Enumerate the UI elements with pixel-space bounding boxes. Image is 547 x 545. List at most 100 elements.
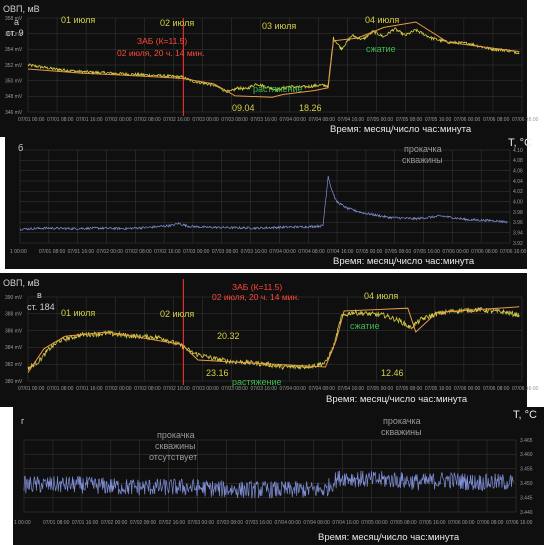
x-tick-label: 07/05 16:00	[425, 117, 452, 123]
panel-c-day-label-3: 04 июля	[364, 291, 398, 301]
y-tick-label: 380 mV	[5, 379, 23, 385]
x-tick-label: 1 00:00	[10, 249, 27, 255]
panel-c-station: ст. 184	[27, 302, 55, 312]
panel-a-grid: 358 mV 356 mV 354 mV 352 mV 350 mV 348 mV 346 …	[5, 16, 539, 123]
panel-c-letter: в	[37, 290, 42, 300]
x-tick-label: 07/05 08:00	[396, 117, 423, 123]
x-tick-label: 07/02 00:00	[101, 520, 128, 526]
panel-a-day-label-2: 02 июля	[160, 18, 194, 28]
panel-d-annotation-absent-2: скважины	[155, 441, 196, 451]
y-tick-label: 3.440	[520, 510, 533, 516]
x-tick-label: 07/04 08:00	[309, 386, 336, 392]
panel-c-annotation-1246: 12.46	[381, 368, 404, 378]
data-series-line	[23, 470, 514, 499]
panel-a-annotation-stretch: растяжение	[253, 84, 303, 94]
panel-c-annotation-compress: сжатие	[350, 321, 380, 331]
x-tick-label: 07/06 00:00	[442, 249, 469, 255]
x-tick-label: 07/04 00:00	[269, 249, 296, 255]
panel-d-grid: 3.465 3.460 3.455 3.450 3.445 3.440 1 00:00 07/…	[14, 438, 533, 526]
x-tick-label: 07/02 00:00	[96, 249, 123, 255]
panel-d-xlabel: Время: месяц/число час:минута	[318, 532, 460, 543]
x-tick-label: 07/03 00:00	[188, 520, 215, 526]
x-tick-label: 07/04 08:00	[309, 117, 336, 123]
y-tick-label: 382 mV	[5, 362, 23, 368]
x-tick-label: 07/04 00:00	[274, 520, 301, 526]
x-tick-label: 07/02 16:00	[163, 386, 190, 392]
x-tick-label: 07/01 16:00	[76, 386, 103, 392]
x-tick-label: 07/04 16:00	[338, 117, 365, 123]
y-tick-label: 3.455	[520, 467, 533, 473]
panel-d-annotation-absent-3: отсутствует	[149, 452, 197, 462]
panel-a-day-label-3: 03 июля	[262, 21, 296, 31]
y-tick-label: 348 mV	[5, 94, 23, 100]
x-tick-label: 07/04 16:00	[327, 249, 354, 255]
panel-a-day-label-1: 01 июля	[61, 15, 95, 25]
y-tick-label: 4.08	[513, 158, 523, 164]
panel-d-annotation-pump-2: скважины	[381, 427, 422, 437]
x-tick-label: 07/04 08:00	[303, 520, 330, 526]
y-tick-label: 346 mV	[5, 110, 23, 116]
x-tick-label: 07/03 00:00	[192, 386, 219, 392]
x-tick-label: 07/01 08:00	[47, 117, 74, 123]
y-tick-label: 356 mV	[5, 31, 23, 37]
x-tick-label: 07/05 00:00	[367, 386, 394, 392]
y-tick-label: 3.94	[513, 230, 523, 236]
y-tick-label: 4.04	[513, 179, 523, 185]
y-tick-label: 3.445	[520, 495, 533, 501]
y-tick-label: 358 mV	[5, 16, 23, 22]
x-tick-label: 07/05 00:00	[367, 117, 394, 123]
x-tick-label: 07/04 16:00	[332, 520, 359, 526]
y-tick-label: 350 mV	[5, 78, 23, 84]
x-tick-label: 07/03 08:00	[221, 117, 248, 123]
x-tick-label: 07/06 16:00	[506, 520, 533, 526]
envelope-line	[27, 306, 520, 373]
panel-a-xlabel: Время: месяц/число час:минута	[330, 124, 472, 135]
panel-a-annotation-compress: сжатие	[366, 44, 396, 54]
panel-b-xlabel: Время: месяц/число час:минута	[333, 256, 475, 267]
x-tick-label: 07/05 08:00	[396, 386, 423, 392]
y-tick-label: 3.92	[513, 241, 523, 247]
x-tick-label: 07/02 16:00	[159, 520, 186, 526]
panel-c-event-label: ЗАБ (К=11.5)	[232, 282, 282, 292]
panel-b-annotation-line2: скважины	[402, 155, 443, 165]
panel-c-annotation-2316: 23.16	[206, 368, 229, 378]
panel-a-letter: а	[14, 17, 19, 27]
x-tick-label: 07/06 00:00	[448, 520, 475, 526]
x-tick-label: 07/03 16:00	[250, 386, 277, 392]
x-tick-label: 07/03 00:00	[192, 117, 219, 123]
x-tick-label: 07/05 16:00	[419, 520, 446, 526]
panel-b-grid: 4.10 4.08 4.06 4.04 4.02 4.00 3.98 3.96 3.94 3.92…	[10, 148, 527, 255]
x-tick-label: 07/01 00:00	[18, 386, 45, 392]
x-tick-label: 07/06 00:00	[454, 386, 481, 392]
x-tick-label: 07/04 16:00	[338, 386, 365, 392]
y-tick-label: 4.00	[513, 199, 523, 205]
x-tick-label: 07/01 16:00	[76, 117, 103, 123]
y-tick-label: 352 mV	[5, 63, 23, 69]
panel-b: 4.10 4.08 4.06 4.04 4.02 4.00 3.98 3.96 3.94 3.92…	[10, 137, 532, 267]
y-tick-label: 384 mV	[5, 345, 23, 351]
panel-a: 358 mV 356 mV 354 mV 352 mV 350 mV 348 mV 346 …	[3, 4, 539, 135]
envelope-line	[27, 21, 520, 98]
x-tick-label: 07/06 08:00	[483, 117, 510, 123]
x-tick-label: 07/03 00:00	[183, 249, 210, 255]
x-tick-label: 07/01 08:00	[43, 520, 70, 526]
panel-c-background	[0, 273, 527, 407]
x-tick-label: 07/05 08:00	[390, 520, 417, 526]
x-tick-label: 07/03 08:00	[217, 520, 244, 526]
panel-a-event-label: ЗАБ (К=11.5)	[137, 36, 187, 46]
panel-a-ylabel: ОВП, мВ	[3, 4, 40, 14]
panel-c-day-label-1: 01 июля	[61, 308, 95, 318]
x-tick-label: 07/01 08:00	[39, 249, 66, 255]
x-tick-label: 07/03 16:00	[250, 117, 277, 123]
x-tick-label: 1 00:00	[14, 520, 31, 526]
x-tick-label: 07/06 08:00	[477, 520, 504, 526]
x-tick-label: 07/05 00:00	[361, 520, 388, 526]
panel-d-annotation-absent-1: прокачка	[157, 430, 195, 440]
y-tick-label: 3.96	[513, 220, 523, 226]
panel-b-ylabel: T, °C	[508, 137, 532, 149]
x-tick-label: 07/04 00:00	[280, 386, 307, 392]
x-tick-label: 07/02 00:00	[105, 386, 132, 392]
panel-a-event-time: 02 июля, 20 ч. 14 мин.	[117, 48, 204, 58]
x-tick-label: 07/06 08:00	[483, 386, 510, 392]
